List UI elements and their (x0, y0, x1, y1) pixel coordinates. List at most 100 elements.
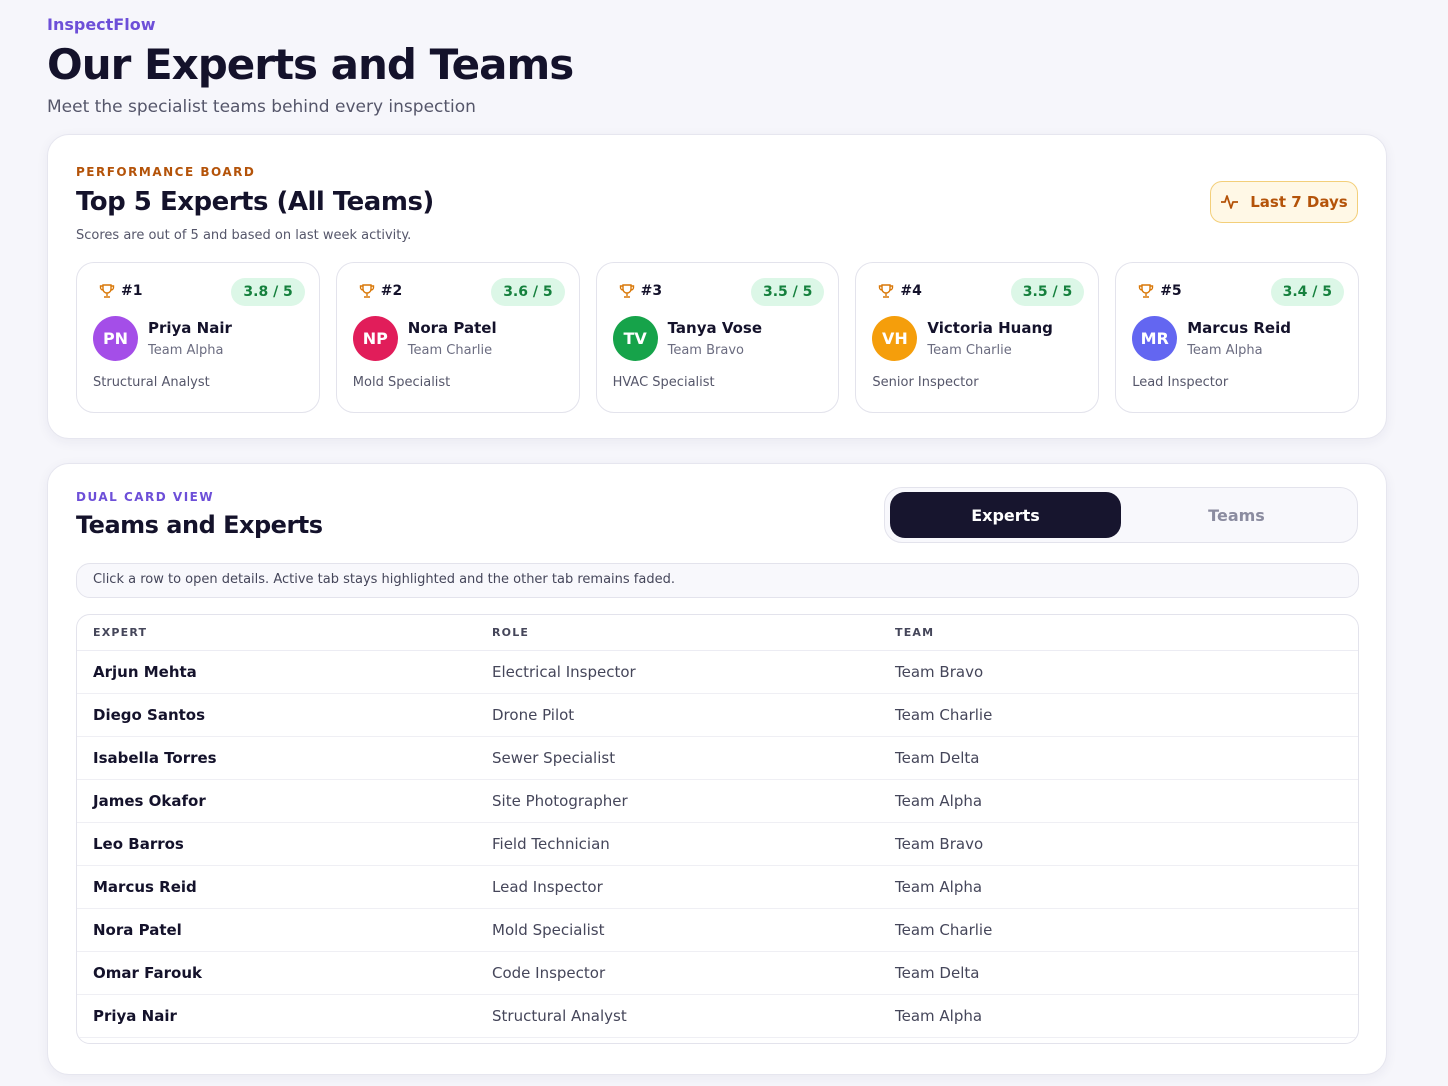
cell: James Okafor (93, 792, 206, 810)
view-link[interactable]: View (1272, 835, 1358, 853)
avatar: MR (1132, 316, 1178, 361)
avatar: VH (872, 316, 918, 361)
page-title: Our Experts and Teams (47, 40, 574, 89)
cell: Electrical Inspector (492, 663, 636, 681)
cell: Code Inspector (492, 964, 606, 982)
view-link[interactable]: View (1272, 749, 1358, 767)
avatar: TV (612, 316, 658, 361)
expert-card[interactable]: #3 3.5 / 5 TV Tanya Vose Team Bravo HVAC Spec… (595, 262, 840, 413)
cell: Marcus Reid (93, 878, 197, 896)
rank-label: #2 (380, 283, 403, 299)
avatar: PN (93, 316, 138, 361)
score: 3.6 / 5 (491, 278, 565, 306)
rank: #2 (359, 283, 402, 299)
expert-team: Team Charlie (927, 343, 1012, 358)
column-header: OPEN (1272, 626, 1358, 639)
cell: Omar Farouk (93, 964, 202, 982)
score: 3.5 / 5 (1010, 278, 1085, 306)
column-header: ROLE (492, 626, 530, 639)
cell: Isabella Torres (93, 749, 217, 767)
column-header: TEAM (895, 626, 935, 639)
cell: Team Charlie (895, 921, 993, 939)
table-row[interactable]: Omar Farouk Code Inspector Team Delta View (77, 952, 1358, 995)
cell: Nora Patel (93, 921, 182, 939)
column-header: EXPERT (93, 626, 148, 639)
rank-label: #5 (1160, 283, 1182, 299)
rank: #4 (878, 283, 922, 299)
cell: Team Charlie (895, 706, 993, 724)
cell: Sewer Specialist (492, 749, 616, 767)
cell: Diego Santos (93, 706, 206, 724)
expert-card[interactable]: #5 3.4 / 5 MR Marcus Reid Team Alpha Lead Ins… (1115, 262, 1359, 413)
table-row[interactable]: Diego Santos Drone Pilot Team Charlie View (77, 694, 1358, 737)
view-link[interactable]: View (1272, 663, 1358, 681)
table-body[interactable]: Arjun Mehta Electrical Inspector Team Brav… (77, 651, 1358, 1043)
cell: Team Bravo (895, 835, 984, 853)
expert-card[interactable]: #4 3.5 / 5 VH Victoria Huang Team Charlie Sen… (855, 262, 1100, 413)
expert-team: Team Alpha (148, 343, 224, 358)
view-link[interactable]: View (1272, 792, 1358, 810)
view-link[interactable]: View (1272, 921, 1358, 939)
cell: Priya Nair (93, 1007, 177, 1025)
tab[interactable]: Teams (1121, 492, 1352, 538)
table-row[interactable]: Isabella Torres Sewer Specialist Team Delt… (77, 737, 1358, 780)
expert-card[interactable]: #1 3.8 / 5 PN Priya Nair Team Alpha Structura… (76, 262, 320, 413)
trophy-icon (619, 284, 634, 298)
view-link[interactable]: View (1272, 706, 1358, 724)
expert-role: Structural Analyst (93, 375, 210, 390)
expert-name: Marcus Reid (1187, 319, 1291, 337)
note: Scores are out of 5 and based on last we… (76, 228, 412, 243)
rank-label: #4 (900, 283, 922, 299)
score: 3.5 / 5 (750, 278, 825, 306)
eyebrow: DUAL CARD VIEW (76, 490, 215, 504)
cell: Team Delta (895, 964, 980, 982)
expert-name: Priya Nair (148, 319, 232, 337)
table-row[interactable]: James Okafor Site Photographer Team Alpha V… (77, 780, 1358, 823)
view-link[interactable]: View (1272, 964, 1358, 982)
cell: Drone Pilot (492, 706, 575, 724)
table-row[interactable]: Marcus Reid Lead Inspector Team Alpha View (77, 866, 1358, 909)
expert-role: Lead Inspector (1132, 375, 1229, 390)
cell: Structural Analyst (492, 1007, 627, 1025)
tabs: Experts Teams (884, 487, 1358, 543)
table-row[interactable]: Nora Patel Mold Specialist Team Charlie Vie… (77, 909, 1358, 952)
expert-team: Team Alpha (1187, 343, 1263, 358)
rank: #5 (1138, 283, 1182, 299)
trophy-icon (99, 284, 115, 298)
trophy-icon (359, 284, 374, 298)
expert-card[interactable]: #2 3.6 / 5 NP Nora Patel Team Charlie Mold Sp… (335, 262, 580, 413)
score: 3.8 / 5 (231, 278, 305, 306)
table-row[interactable]: Leo Barros Field Technician Team Bravo View (77, 823, 1358, 866)
brand: InspectFlow (47, 15, 156, 34)
performance-board: PERFORMANCE BOARD Top 5 Experts (All Tea… (47, 134, 1387, 439)
hint: Click a row to open details. Active tab … (76, 563, 1359, 598)
range-filter[interactable]: Last 7 Days (1210, 181, 1358, 223)
cell: Field Technician (492, 835, 610, 853)
cell: Arjun Mehta (93, 663, 197, 681)
expert-role: Senior Inspector (872, 375, 979, 390)
expert-name: Victoria Huang (927, 319, 1053, 337)
view-link[interactable]: View (1272, 878, 1358, 896)
rank-label: #1 (121, 283, 143, 299)
expert-team: Team Charlie (407, 343, 493, 358)
range-label: Last 7 Days (1250, 193, 1348, 211)
tab[interactable]: Experts (890, 492, 1121, 538)
table-row[interactable]: Arjun Mehta Electrical Inspector Team Brav… (77, 651, 1358, 694)
table: EXPERT ROLE TEAM OPEN Arjun Mehta Electrical… (76, 614, 1359, 1044)
expert-team: Team Bravo (667, 343, 744, 358)
section-title: Teams and Experts (76, 511, 323, 539)
expert-role: Mold Specialist (352, 375, 451, 390)
view-link[interactable]: View (1272, 1007, 1358, 1025)
section-title: Top 5 Experts (All Teams) (76, 187, 434, 217)
cell: Team Alpha (895, 878, 983, 896)
rank-label: #3 (640, 283, 663, 299)
trophy-icon (1138, 284, 1154, 298)
table-header: EXPERT ROLE TEAM OPEN (77, 615, 1358, 651)
rank: #1 (99, 283, 142, 299)
page-subtitle: Meet the specialist teams behind every i… (47, 97, 476, 117)
cell: Team Delta (895, 749, 980, 767)
cell: Site Photographer (492, 792, 628, 810)
table-row[interactable]: Priya Nair Structural Analyst Team Alpha Vi… (77, 995, 1358, 1038)
expert-name: Tanya Vose (667, 319, 763, 337)
